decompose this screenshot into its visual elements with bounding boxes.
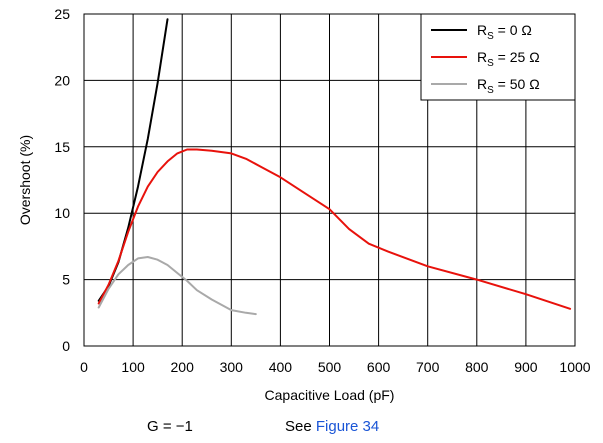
y-tick-label: 10 xyxy=(54,205,70,221)
legend-label-1: RS = 25 Ω xyxy=(477,49,540,69)
x-tick-label: 100 xyxy=(121,359,145,375)
x-tick-label: 500 xyxy=(318,359,342,375)
y-tick-label: 5 xyxy=(62,272,70,288)
x-tick-label: 200 xyxy=(171,359,195,375)
plot-frame xyxy=(83,13,576,347)
x-tick-label: 1000 xyxy=(559,359,590,375)
y-tick-label: 15 xyxy=(54,139,70,155)
figure-34-link[interactable]: Figure 34 xyxy=(315,418,380,435)
y-tick-labels: 0 5 10 15 20 25 xyxy=(54,6,70,354)
x-tick-label: 700 xyxy=(416,359,440,375)
figure-reference: See Figure 34 xyxy=(285,418,379,436)
gain-note: G = −1 xyxy=(147,418,193,436)
series-line-1 xyxy=(97,148,572,310)
y-tick-label: 25 xyxy=(54,6,70,22)
series-lines xyxy=(97,18,572,316)
see-prefix: See xyxy=(285,418,316,435)
legend-label-0: RS = 0 Ω xyxy=(477,22,532,42)
gain-text: G = −1 xyxy=(147,418,193,435)
x-tick-label: 0 xyxy=(80,359,88,375)
x-tick-label: 800 xyxy=(465,359,489,375)
legend: RS = 0 Ω RS = 25 Ω RS = 50 Ω xyxy=(420,13,576,101)
x-tick-label: 400 xyxy=(269,359,293,375)
x-tick-label: 600 xyxy=(367,359,391,375)
y-axis-title: Overshoot (%) xyxy=(17,135,33,225)
series-line-2 xyxy=(97,256,257,316)
x-tick-labels: 0 100 200 300 400 500 600 700 800 900 1000 xyxy=(80,359,591,375)
y-tick-label: 0 xyxy=(62,338,70,354)
x-tick-label: 900 xyxy=(514,359,538,375)
x-tick-label: 300 xyxy=(220,359,244,375)
y-tick-label: 20 xyxy=(54,72,70,88)
x-axis-title: Capacitive Load (pF) xyxy=(265,387,395,403)
legend-label-2: RS = 50 Ω xyxy=(477,76,540,96)
